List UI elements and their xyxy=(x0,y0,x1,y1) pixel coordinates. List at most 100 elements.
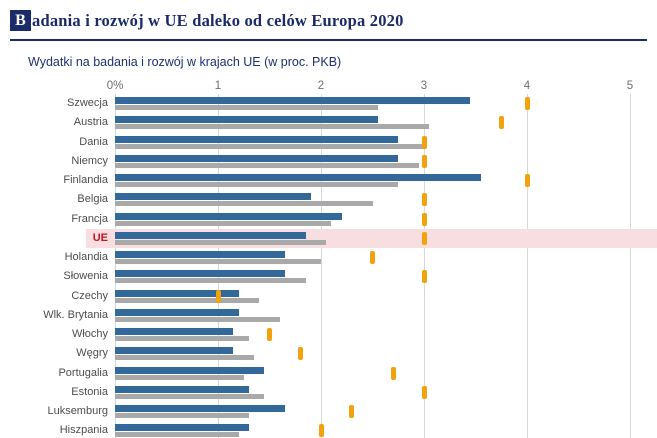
country-label: Hiszpania xyxy=(59,424,108,437)
target-marker xyxy=(318,424,324,438)
bar-group xyxy=(115,325,657,341)
target-marker xyxy=(349,405,355,418)
gray-bar-series xyxy=(115,124,430,130)
target-marker xyxy=(390,366,396,380)
country-row: Włochy xyxy=(0,325,657,344)
bar-group xyxy=(115,133,657,149)
target-marker xyxy=(421,135,427,149)
gridline xyxy=(630,94,631,438)
country-label: Słowenia xyxy=(63,270,108,283)
country-row: Belgia xyxy=(0,190,657,209)
gray-bar-series xyxy=(115,393,265,399)
gray-bar-series xyxy=(115,143,424,149)
x-axis-tick: 2 xyxy=(317,80,325,92)
target-marker xyxy=(524,174,530,187)
gray-bar-series xyxy=(115,374,244,380)
country-label: UE xyxy=(92,231,108,244)
country-label: Francja xyxy=(71,212,108,225)
country-label: Belgia xyxy=(77,193,108,206)
gray-bar-series xyxy=(115,297,260,303)
title-initial-box: B xyxy=(10,10,31,31)
blue-bar-series xyxy=(115,174,481,181)
gray-bar-series xyxy=(115,220,332,226)
blue-bar-series xyxy=(115,270,285,278)
bar-group xyxy=(115,113,657,130)
gray-bar-series xyxy=(115,239,327,245)
country-label: Dania xyxy=(79,135,108,148)
country-label: Austria xyxy=(73,116,108,129)
country-row: Hiszpania xyxy=(0,421,657,438)
country-label: Holandia xyxy=(64,251,108,263)
target-marker xyxy=(267,328,272,341)
gray-bar-series xyxy=(115,336,249,341)
gray-bar-series xyxy=(115,201,373,207)
country-label: Portugalia xyxy=(58,366,108,379)
country-row: Węgry xyxy=(0,344,657,363)
gridline xyxy=(424,94,425,438)
gridline xyxy=(527,94,528,438)
blue-bar-series xyxy=(115,212,342,220)
bar-group xyxy=(115,190,657,207)
country-row: Portugalia xyxy=(0,364,657,383)
country-row: Szwecja xyxy=(0,94,657,113)
gray-bar-series xyxy=(115,259,321,264)
bar-group xyxy=(115,344,657,361)
page-title: adania i rozwój w UE daleko od celów Eur… xyxy=(32,10,404,30)
bar-group xyxy=(115,267,657,284)
blue-bar-series xyxy=(115,424,249,432)
gridline xyxy=(321,94,322,438)
country-row: Czechy xyxy=(0,287,657,306)
country-row: Słowenia xyxy=(0,267,657,286)
blue-bar-series xyxy=(115,308,239,316)
blue-bar-series xyxy=(115,251,285,258)
country-label: Włochy xyxy=(71,328,108,340)
country-row: Francja xyxy=(0,210,657,229)
gray-bar-series xyxy=(115,432,239,438)
country-label: Estonia xyxy=(71,385,108,398)
blue-bar-series xyxy=(115,231,306,239)
country-label: Finlandia xyxy=(63,174,108,186)
country-row: Estonia xyxy=(0,383,657,402)
target-marker xyxy=(421,231,427,245)
bar-group xyxy=(115,421,657,438)
target-marker xyxy=(498,116,504,130)
target-marker xyxy=(421,270,427,284)
target-marker xyxy=(297,347,303,361)
bar-group xyxy=(115,229,657,245)
country-label: Czechy xyxy=(71,289,108,302)
x-axis-tick: 5 xyxy=(626,80,634,92)
target-marker xyxy=(215,289,221,303)
header-divider xyxy=(10,39,647,41)
blue-bar-series xyxy=(115,193,311,201)
country-row: Austria xyxy=(0,113,657,132)
blue-bar-series xyxy=(115,154,399,162)
country-row: Luksemburg xyxy=(0,402,657,421)
gray-bar-series xyxy=(115,182,399,187)
country-label: Luksemburg xyxy=(47,405,108,417)
blue-bar-series xyxy=(115,328,234,335)
gray-bar-series xyxy=(115,162,419,168)
country-row: Finlandia xyxy=(0,171,657,190)
x-axis: 0% 1 2 3 4 5 xyxy=(0,80,657,95)
plot-area: Szwecja Austria Dania Niemcy Finlandia Belgia… xyxy=(0,94,657,438)
bar-group xyxy=(115,248,657,264)
country-label: Szwecja xyxy=(67,97,108,109)
blue-bar-series xyxy=(115,135,399,143)
bar-group xyxy=(115,210,657,226)
country-label: Węgry xyxy=(76,347,108,360)
blue-bar-series xyxy=(115,385,249,393)
blue-bar-series xyxy=(115,97,471,104)
chart-subtitle: Wydatki na badania i rozwój w krajach UE… xyxy=(28,55,342,69)
blue-bar-series xyxy=(115,347,234,355)
bar-group xyxy=(115,287,657,303)
country-label: Wlk. Brytania xyxy=(43,308,108,321)
target-marker xyxy=(421,154,427,168)
target-marker xyxy=(524,97,530,110)
target-marker xyxy=(421,385,427,399)
gridline xyxy=(218,94,219,438)
target-marker xyxy=(370,251,375,264)
gridline xyxy=(115,94,116,438)
blue-bar-series xyxy=(115,405,285,412)
blue-bar-series xyxy=(115,289,239,297)
